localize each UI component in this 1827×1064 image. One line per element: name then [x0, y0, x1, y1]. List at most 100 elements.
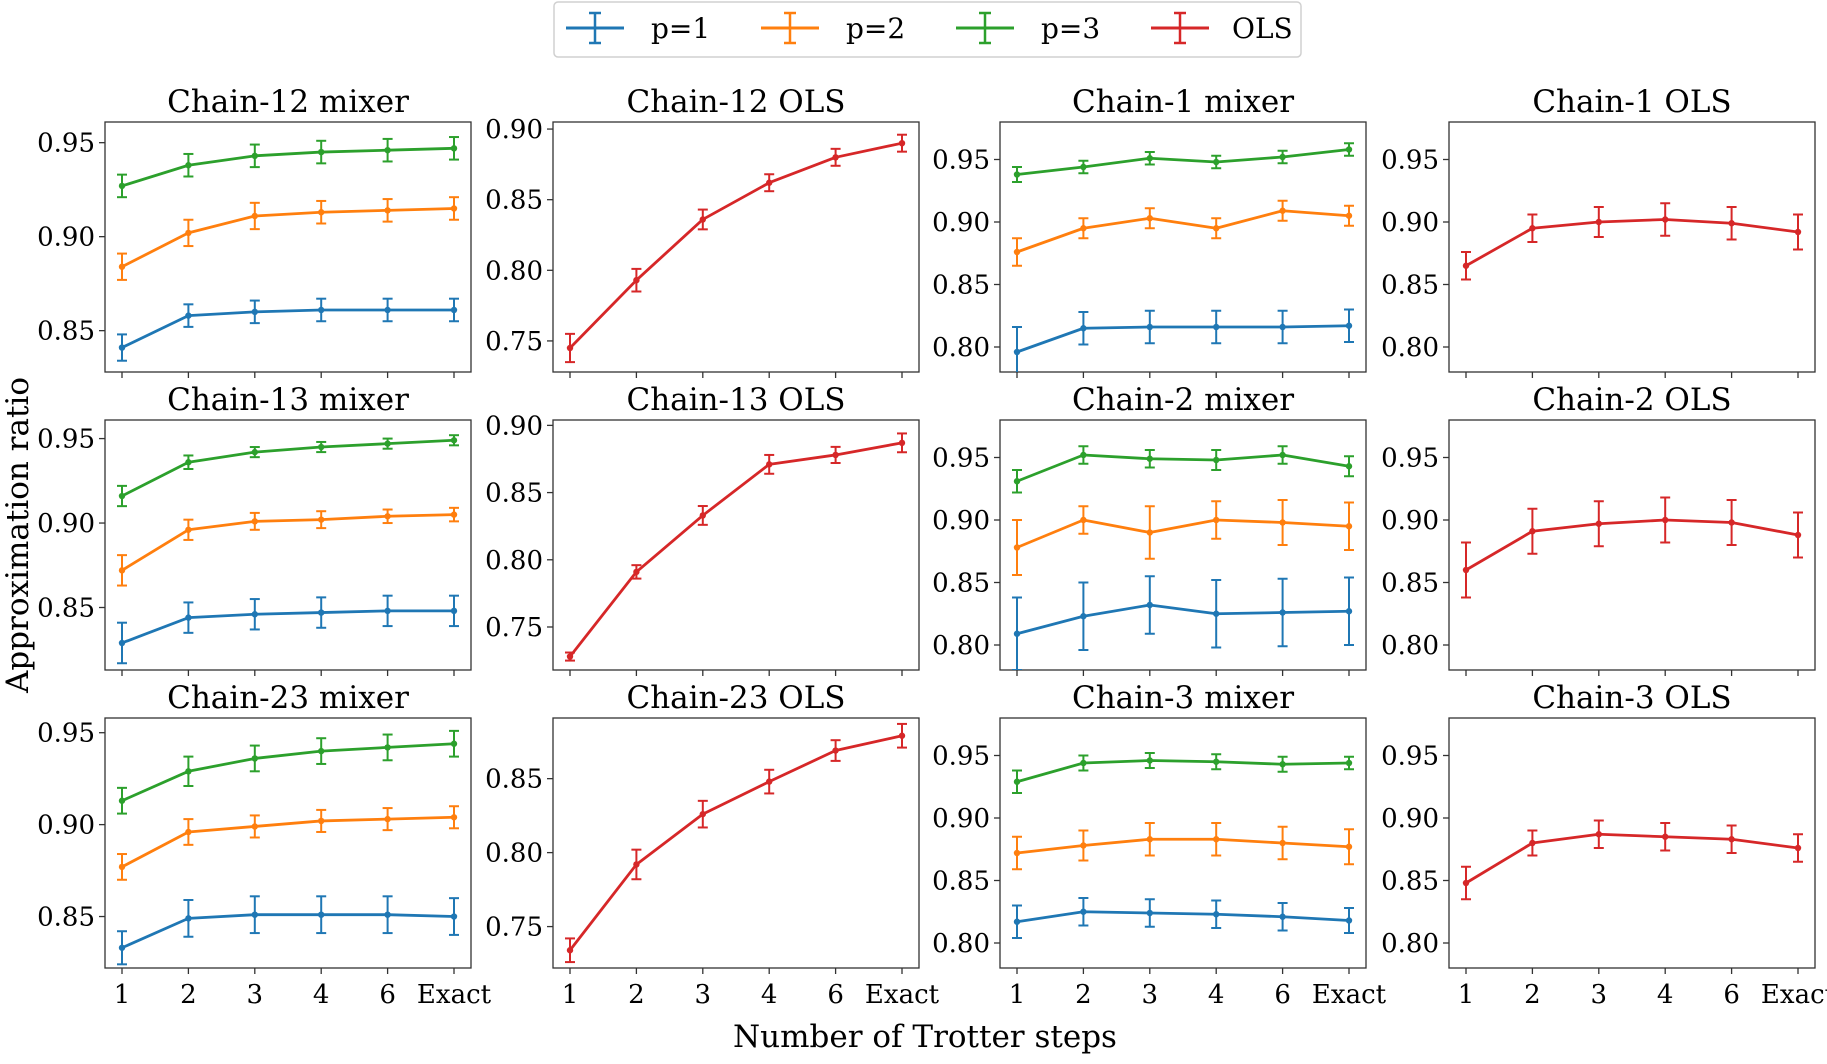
data-point [566, 653, 574, 660]
data-point [1345, 917, 1353, 924]
series-p-2 [1012, 499, 1354, 576]
data-point [1279, 207, 1286, 214]
y-tick-label: 0.80 [1381, 333, 1439, 363]
plot-frame [1448, 419, 1816, 671]
plot-frame [552, 121, 920, 373]
data-point [185, 828, 192, 836]
y-tick-label: 0.95 [37, 719, 95, 749]
data-point [633, 276, 640, 284]
series-line-p-1 [1016, 603, 1350, 636]
data-point [318, 609, 325, 616]
series-line-p-2 [1016, 837, 1350, 855]
y-tick-label: 0.85 [932, 867, 990, 897]
panel-title: Chain-13 mixer [167, 382, 409, 418]
legend-label-p1: p=1 [651, 12, 710, 45]
y-tick-label: 0.85 [37, 594, 95, 624]
data-point [832, 747, 839, 754]
data-point [1080, 842, 1087, 849]
data-point [1146, 909, 1154, 917]
y-tick-label: 0.80 [485, 546, 543, 576]
x-tick-label: 3 [1591, 980, 1608, 1010]
data-point [1146, 455, 1154, 462]
data-point [1080, 225, 1087, 232]
series-line-p-3 [121, 146, 455, 188]
series-p-1 [117, 297, 459, 362]
series-line-p-2 [121, 513, 455, 572]
series-p-2 [117, 196, 459, 281]
data-point [1146, 155, 1154, 162]
data-point [384, 440, 391, 447]
data-point [1345, 322, 1353, 329]
plot-frame [552, 419, 920, 671]
data-point [1529, 225, 1536, 232]
series-ols [565, 722, 907, 964]
y-tick-label: 0.85 [1381, 569, 1439, 599]
y-tick-label: 0.90 [37, 223, 95, 253]
legend-label-p2: p=2 [846, 12, 905, 45]
data-point [318, 306, 325, 314]
data-point [118, 863, 126, 871]
plot-area [117, 434, 459, 665]
data-point [566, 344, 574, 352]
data-point [384, 146, 391, 154]
data-point [832, 451, 839, 459]
x-tick-label: 2 [180, 980, 197, 1010]
series-p-3 [1012, 752, 1354, 794]
data-point [251, 755, 258, 762]
data-point [1728, 836, 1735, 843]
x-axis-label: Number of Trotter steps [733, 1019, 1117, 1055]
data-point [1213, 610, 1220, 617]
data-point [1794, 844, 1802, 852]
data-point [318, 516, 325, 523]
panels: Chain-12 mixer 0.85 0.90 0.95 Chain-12 OLS 0.… [37, 84, 1827, 1010]
data-point [1279, 323, 1286, 331]
series-line-p-2 [1016, 209, 1350, 254]
data-point [1013, 248, 1021, 256]
y-tick-label: 0.95 [932, 146, 990, 176]
data-point [118, 797, 126, 804]
series-line-ols [1465, 218, 1799, 267]
data-point [1662, 216, 1669, 223]
legend-label-ols: OLS [1232, 12, 1293, 45]
x-tick-label: 2 [1075, 980, 1092, 1010]
data-point [1013, 630, 1021, 637]
series-ols [1461, 202, 1803, 281]
y-tick-label: 0.75 [485, 613, 543, 643]
panel-chain-13-mixer: Chain-13 mixer 0.85 0.90 0.95 [37, 382, 472, 676]
series-line-p-3 [121, 438, 455, 498]
data-point [384, 513, 391, 520]
data-point [766, 179, 773, 186]
data-point [251, 448, 258, 456]
data-point [1013, 849, 1021, 857]
panel-chain-2-ols: Chain-2 OLS 0.80 0.85 0.90 0.95 [1381, 382, 1816, 676]
data-point [1279, 451, 1286, 459]
y-tick-label: 0.90 [1381, 208, 1439, 238]
series-line-ols [1465, 832, 1799, 885]
data-point [1146, 215, 1154, 222]
y-tick-label: 0.85 [485, 479, 543, 509]
data-point [1013, 544, 1021, 551]
data-point [450, 306, 458, 314]
legend-frame [553, 1, 1302, 58]
series-line-ols [568, 441, 903, 658]
data-point [898, 732, 906, 739]
data-point [1728, 519, 1735, 526]
data-point [766, 778, 773, 785]
data-point [118, 944, 126, 951]
data-point [1279, 153, 1286, 161]
data-point [1213, 836, 1220, 843]
data-point [450, 205, 458, 212]
panel-chain-1-mixer: Chain-1 mixer 0.80 0.85 0.90 0.95 [932, 84, 1367, 378]
y-tick-label: 0.80 [485, 839, 543, 869]
data-point [1213, 225, 1220, 232]
legend-entry-ols: OLS [1151, 11, 1293, 45]
legend-label-p3: p=3 [1041, 12, 1100, 45]
data-point [1213, 323, 1220, 331]
data-point [699, 216, 706, 223]
data-point [450, 913, 458, 920]
data-point [1462, 566, 1470, 574]
data-point [1080, 163, 1087, 171]
y-tick-label: 0.95 [37, 129, 95, 159]
y-tick-label: 0.95 [932, 742, 990, 772]
